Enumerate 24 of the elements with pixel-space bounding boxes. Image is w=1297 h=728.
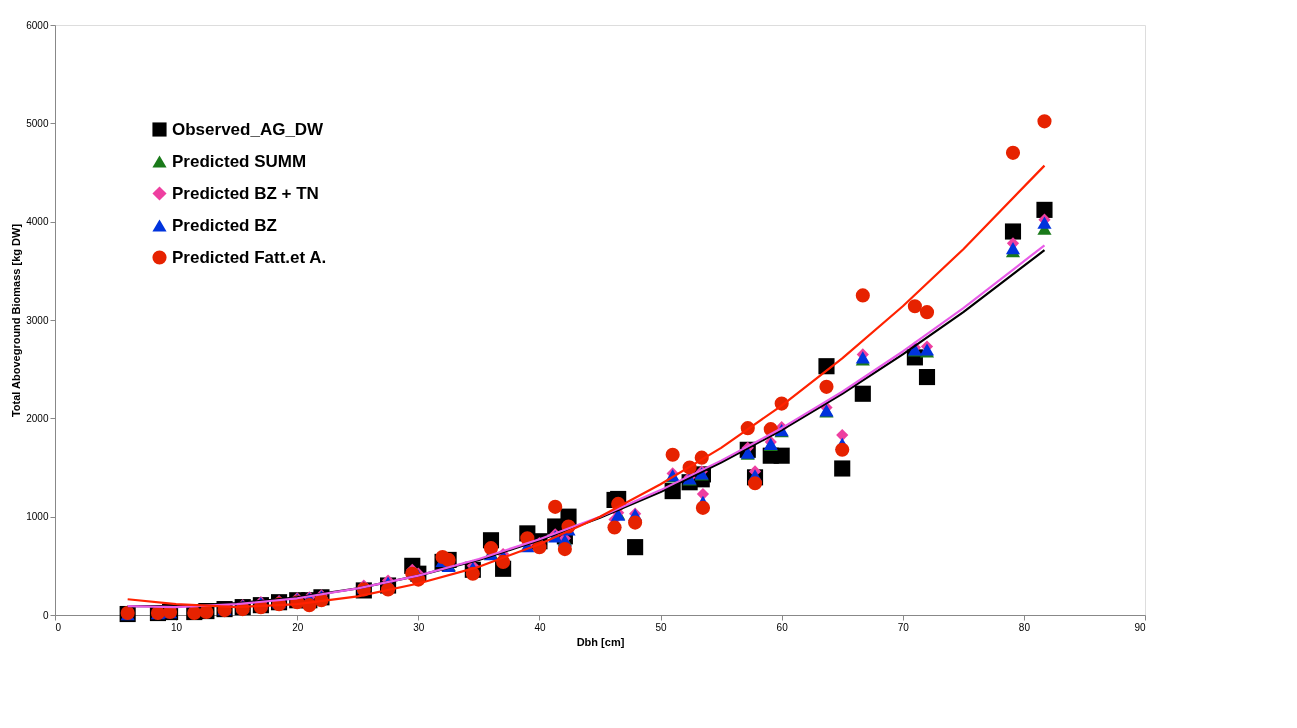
y-tick-label: 3000 <box>26 314 49 326</box>
y-tick-label: 2000 <box>26 412 49 424</box>
x-tick-label: 60 <box>776 621 789 633</box>
y-tick-label: 5000 <box>26 117 49 129</box>
x-tick-label: 40 <box>534 621 546 633</box>
x-axis-title: Dbh [cm] <box>576 635 625 648</box>
y-tick-label: 1000 <box>26 511 49 523</box>
x-tick-label: 90 <box>1134 621 1146 633</box>
legend-label: Observed_AG_DW <box>172 119 325 139</box>
legend-label: Predicted BZ <box>172 215 277 235</box>
y-tick-label: 4000 <box>26 216 49 228</box>
y-tick-label: 6000 <box>26 19 49 31</box>
legend-label: Predicted Fatt.et A. <box>172 247 327 267</box>
x-tick-label: 20 <box>292 621 304 633</box>
x-tick-label: 50 <box>655 621 668 633</box>
x-tick-label: 10 <box>171 621 183 633</box>
x-tick-label: 30 <box>413 621 425 633</box>
y-tick-label: 0 <box>42 609 49 621</box>
x-tick-label: 80 <box>1018 621 1031 633</box>
x-tick-label: 70 <box>897 621 910 633</box>
x-tick-label: 0 <box>55 621 62 633</box>
legend-label: Predicted SUMM <box>172 151 307 171</box>
legend-label: Predicted BZ + TN <box>172 183 319 203</box>
y-axis-title: Total Aboveground Biomass [kg DW] <box>10 223 23 418</box>
